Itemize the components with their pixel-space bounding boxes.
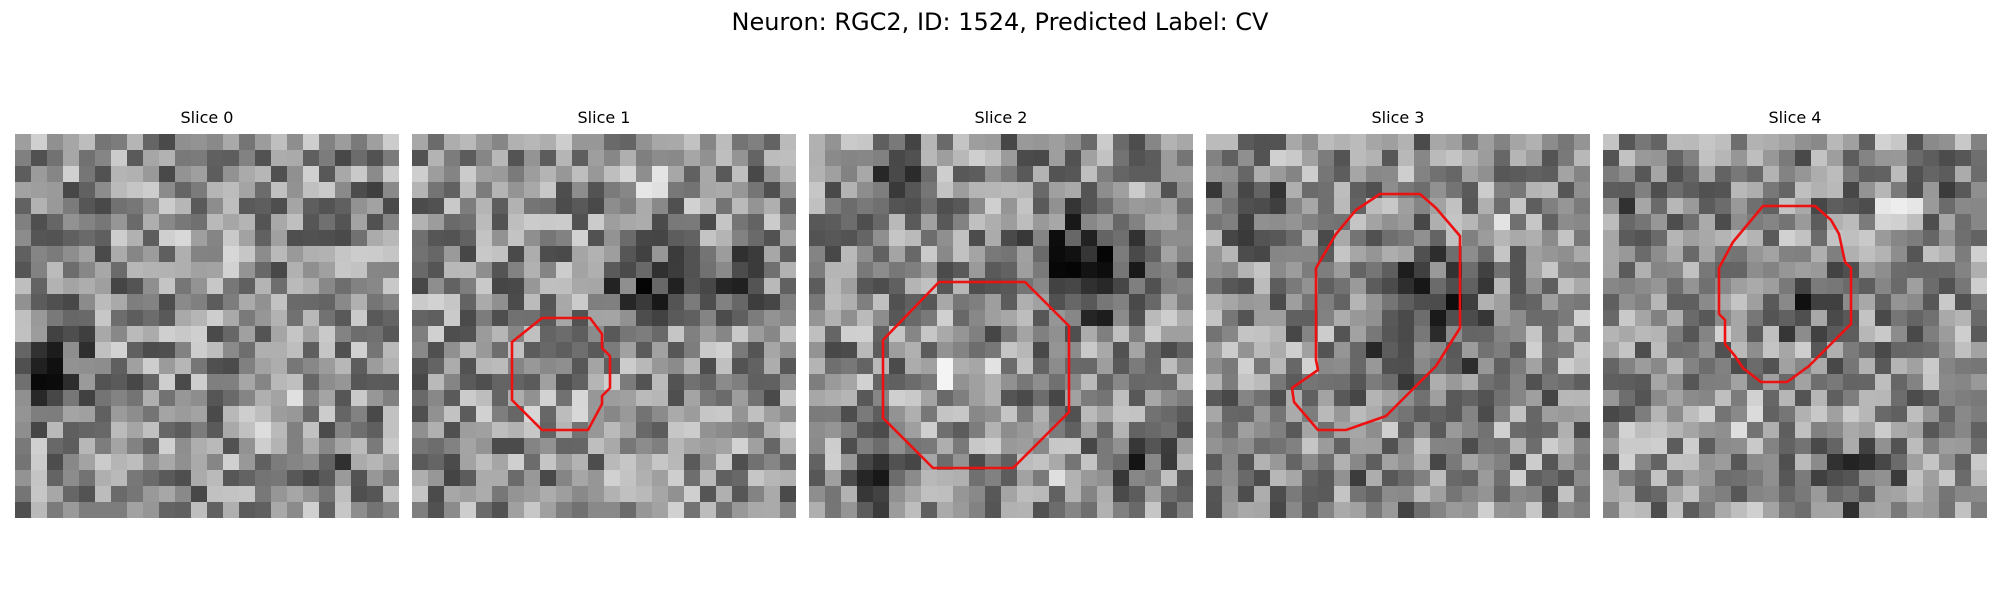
slice-image <box>412 134 796 518</box>
slice-image <box>15 134 399 518</box>
slice-title: Slice 0 <box>180 108 234 127</box>
slice-title: Slice 2 <box>974 108 1028 127</box>
slice-title: Slice 4 <box>1768 108 1822 127</box>
roi-contour <box>881 280 1071 470</box>
slice-image <box>809 134 1193 518</box>
slice-title: Slice 3 <box>1371 108 1425 127</box>
roi-contour <box>510 316 612 432</box>
slice-image <box>1603 134 1987 518</box>
roi-contour <box>1717 204 1853 384</box>
figure-title: Neuron: RGC2, ID: 1524, Predicted Label:… <box>731 8 1269 36</box>
roi-contour <box>1290 192 1462 432</box>
slice-image <box>1206 134 1590 518</box>
slice-title: Slice 1 <box>577 108 631 127</box>
